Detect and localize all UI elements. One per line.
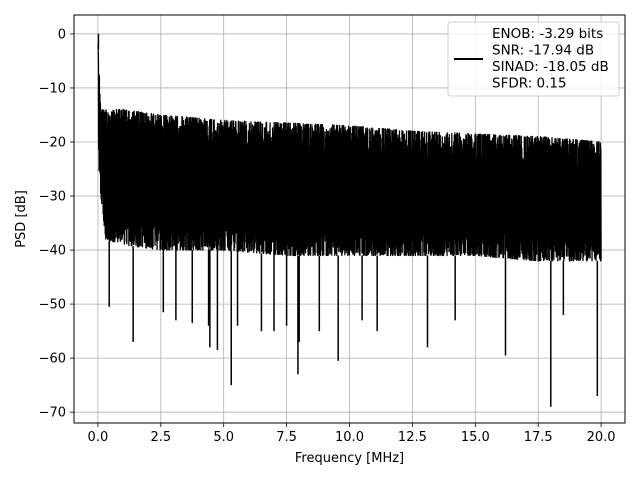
- x-tick-label: 20.0: [587, 430, 616, 445]
- x-tick-label: 10.0: [335, 430, 364, 445]
- y-tick-label: 0: [58, 27, 66, 42]
- x-tick-label: 0.0: [88, 430, 109, 445]
- x-tick-label: 7.5: [276, 430, 297, 445]
- x-tick-label: 12.5: [398, 430, 427, 445]
- y-axis-label: PSD [dB]: [14, 190, 29, 248]
- y-tick-label: −60: [39, 352, 66, 367]
- psd-series-line: [97, 44, 602, 262]
- legend-snr: SNR: -17.94 dB: [492, 43, 594, 59]
- x-tick-label: 2.5: [150, 430, 171, 445]
- psd-trace-layer: [97, 33, 602, 407]
- x-tick-label: 15.0: [461, 430, 490, 445]
- y-tick-label: −70: [39, 406, 66, 421]
- y-tick-label: −20: [39, 135, 66, 150]
- axis-ticks: 0.0 2.5 5.0 7.5 10.0 12.5 15.0 17.5 20.0 0 −10 −20 −…: [39, 27, 616, 445]
- legend-box: [447, 21, 620, 97]
- y-tick-label: −10: [39, 81, 66, 96]
- legend-sfdr: SFDR: 0.15: [492, 76, 567, 92]
- legend-enob: ENOB: -3.29 bits: [492, 26, 603, 42]
- legend: ENOB: -3.29 bits SNR: -17.94 dB SINAD: -…: [447, 21, 620, 97]
- x-axis-label: Frequency [MHz]: [295, 451, 404, 466]
- y-tick-label: −40: [39, 244, 66, 259]
- y-tick-label: −50: [39, 298, 66, 313]
- y-tick-label: −30: [39, 190, 66, 205]
- legend-sinad: SINAD: -18.05 dB: [492, 59, 609, 75]
- x-tick-label: 17.5: [524, 430, 553, 445]
- x-tick-label: 5.0: [213, 430, 234, 445]
